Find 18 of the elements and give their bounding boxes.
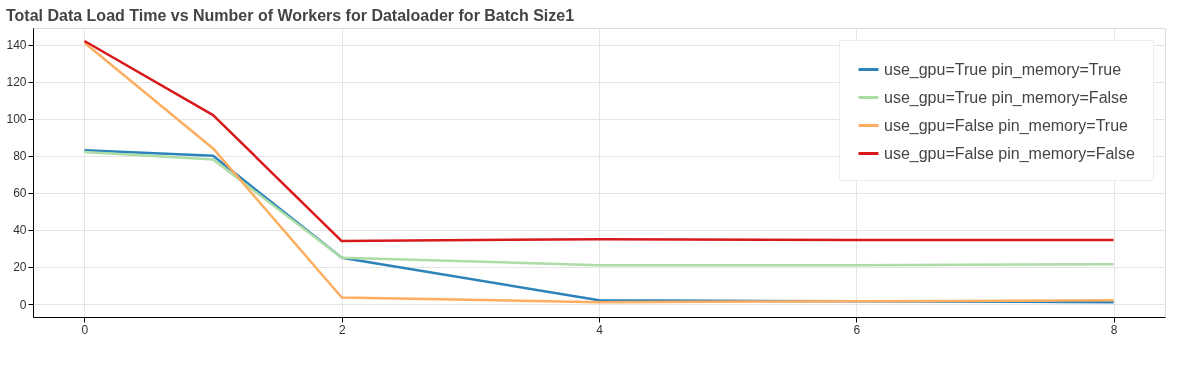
x-tick-label: 0 bbox=[81, 322, 89, 337]
y-tick-label: 60 bbox=[13, 186, 27, 201]
y-tick-label: 120 bbox=[6, 75, 27, 90]
y-tick-label: 100 bbox=[6, 112, 27, 127]
x-tick-label: 6 bbox=[853, 322, 861, 337]
y-tick-label: 0 bbox=[19, 297, 27, 312]
chart-title: Total Data Load Time vs Number of Workers for Dataloader for Batch Size1 bbox=[5, 7, 575, 24]
y-tick-label: 40 bbox=[13, 223, 27, 238]
legend-label: use_gpu=True pin_memory=True bbox=[884, 60, 1122, 79]
y-tick-label: 80 bbox=[13, 149, 27, 164]
legend-label: use_gpu=True pin_memory=False bbox=[884, 88, 1129, 107]
legend-label: use_gpu=False pin_memory=True bbox=[884, 116, 1129, 135]
y-tick-label: 140 bbox=[6, 38, 27, 53]
x-tick-label: 4 bbox=[596, 322, 604, 337]
x-tick-label: 2 bbox=[338, 322, 346, 337]
x-tick-label: 8 bbox=[1110, 322, 1118, 337]
y-tick-label: 20 bbox=[13, 260, 27, 275]
legend-label: use_gpu=False pin_memory=False bbox=[884, 144, 1135, 163]
